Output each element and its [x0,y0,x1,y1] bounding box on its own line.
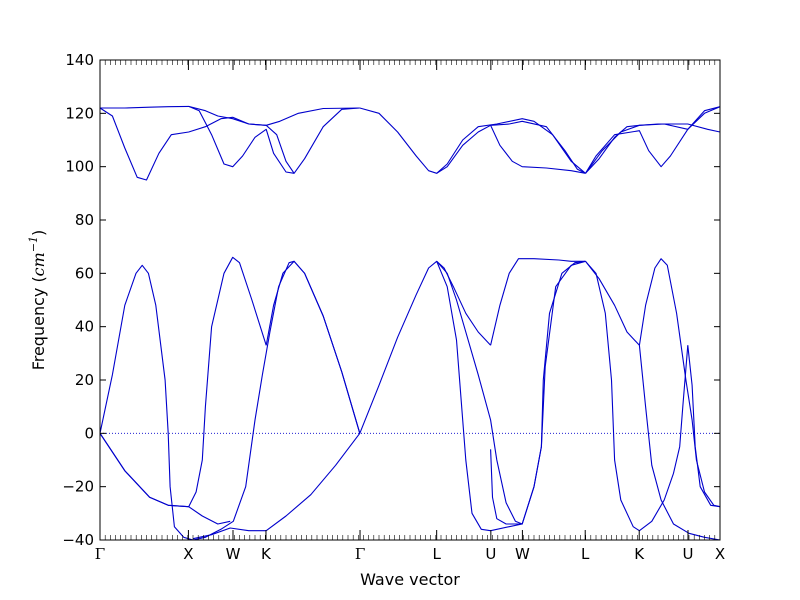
plot-frame [99,59,721,541]
band-line-3 [99,256,267,508]
y-tick-label: 20 [75,371,94,389]
x-tick-label-gamma: Γ [95,545,105,563]
y-axis-ticks: −40 −20 0 20 40 60 80 100 120 140 [62,51,720,549]
band-line-22 [585,123,721,174]
y-tick-label: −40 [62,531,94,549]
band-line-24 [585,106,721,174]
x-tick-label-gamma: Γ [355,545,365,563]
band-line-1 [99,260,361,541]
y-axis-unit-exponent: −1 [27,236,40,252]
y-tick-label: 60 [75,264,94,282]
band-line-16 [99,107,267,181]
band-line-8 [436,260,586,525]
y-tick-label: 0 [84,424,94,442]
band-line-18 [265,124,295,174]
plot-area [99,59,721,541]
y-tick-label: −20 [62,478,94,496]
band-line-19 [359,107,586,174]
x-tick-label-u: U [485,545,496,563]
band-line-10 [490,449,523,525]
x-tick-label-l: L [432,545,441,563]
y-tick-label: 40 [75,318,94,336]
band-line-4 [192,432,361,540]
band-line-20 [436,118,586,174]
x-axis-label: Wave vector [360,570,460,589]
band-line-9 [490,258,586,346]
x-tick-label-w: W [515,545,530,563]
band-line-15 [100,105,360,126]
band-line-21 [490,125,586,174]
band-line-12 [585,258,721,508]
x-tick-label-k: K [261,545,272,563]
x-tick-label-w: W [226,545,241,563]
y-tick-label: 80 [75,211,94,229]
y-tick-label: 100 [65,158,94,176]
x-tick-label-k: K [634,545,645,563]
y-axis-label: Frequency (cm−1) [27,230,48,371]
band-line-17 [188,105,360,174]
band-line-5 [265,260,361,434]
y-tick-label: 120 [65,104,94,122]
band-line-7 [436,260,586,532]
band-line-23 [585,106,721,174]
x-tick-label-l: L [581,545,590,563]
band-line-6 [359,260,492,434]
minor-ticks [99,60,721,540]
x-tick-label-u: U [683,545,694,563]
band-line-2 [99,432,231,525]
y-tick-label: 140 [65,51,94,69]
band-line-13 [638,345,721,541]
kpoint-minor-ticks [99,60,721,540]
band-line-11 [585,260,689,532]
x-tick-label-x: X [183,545,193,563]
x-tick-label-x: X [715,545,725,563]
y-axis-unit: cm [29,252,48,276]
band-line-14 [687,345,721,508]
